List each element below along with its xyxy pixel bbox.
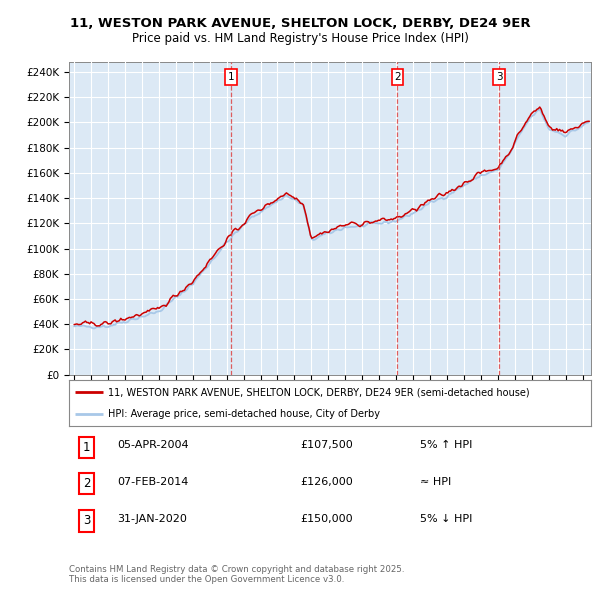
- Text: 5% ↑ HPI: 5% ↑ HPI: [420, 441, 472, 450]
- Text: 2: 2: [83, 477, 90, 490]
- Text: Contains HM Land Registry data © Crown copyright and database right 2025.
This d: Contains HM Land Registry data © Crown c…: [69, 565, 404, 584]
- Text: £107,500: £107,500: [300, 441, 353, 450]
- Text: £150,000: £150,000: [300, 514, 353, 524]
- Text: £126,000: £126,000: [300, 477, 353, 487]
- Text: 1: 1: [227, 72, 234, 82]
- Text: 2: 2: [394, 72, 401, 82]
- Text: ≈ HPI: ≈ HPI: [420, 477, 451, 487]
- Text: 5% ↓ HPI: 5% ↓ HPI: [420, 514, 472, 524]
- Text: Price paid vs. HM Land Registry's House Price Index (HPI): Price paid vs. HM Land Registry's House …: [131, 32, 469, 45]
- Text: 07-FEB-2014: 07-FEB-2014: [117, 477, 188, 487]
- Text: 3: 3: [496, 72, 502, 82]
- Text: 11, WESTON PARK AVENUE, SHELTON LOCK, DERBY, DE24 9ER (semi-detached house): 11, WESTON PARK AVENUE, SHELTON LOCK, DE…: [108, 388, 530, 398]
- Text: 1: 1: [83, 441, 90, 454]
- Text: 05-APR-2004: 05-APR-2004: [117, 441, 188, 450]
- Text: HPI: Average price, semi-detached house, City of Derby: HPI: Average price, semi-detached house,…: [108, 408, 380, 418]
- Text: 11, WESTON PARK AVENUE, SHELTON LOCK, DERBY, DE24 9ER: 11, WESTON PARK AVENUE, SHELTON LOCK, DE…: [70, 17, 530, 30]
- Text: 3: 3: [83, 514, 90, 527]
- Text: 31-JAN-2020: 31-JAN-2020: [117, 514, 187, 524]
